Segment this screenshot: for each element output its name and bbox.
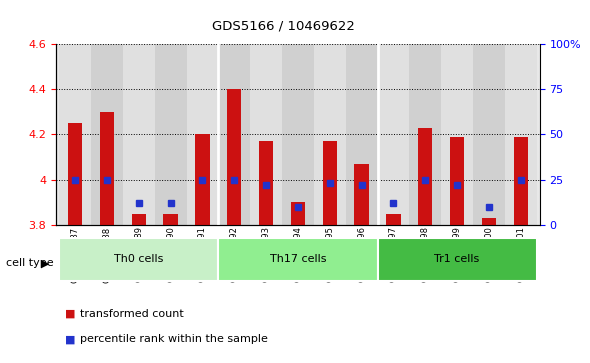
Bar	[259, 141, 273, 225]
Bar	[378, 44, 409, 225]
Bar	[250, 44, 282, 225]
Text: percentile rank within the sample: percentile rank within the sample	[80, 334, 267, 344]
Bar	[418, 127, 432, 225]
Bar	[355, 164, 369, 225]
Bar	[123, 44, 155, 225]
Bar	[186, 44, 218, 225]
Bar	[59, 44, 91, 225]
Bar	[218, 44, 250, 225]
Text: Th0 cells: Th0 cells	[114, 254, 163, 264]
Text: ▶: ▶	[41, 258, 50, 268]
Bar	[513, 136, 528, 225]
FancyBboxPatch shape	[59, 238, 218, 281]
Text: transformed count: transformed count	[80, 309, 183, 319]
FancyBboxPatch shape	[218, 238, 378, 281]
Bar	[155, 44, 186, 225]
Text: GDS5166 / 10469622: GDS5166 / 10469622	[212, 20, 355, 33]
Bar	[441, 44, 473, 225]
Bar	[482, 218, 496, 225]
Text: ■: ■	[65, 309, 76, 319]
Bar	[163, 214, 178, 225]
Bar	[473, 44, 505, 225]
Bar	[409, 44, 441, 225]
Bar	[195, 134, 209, 225]
Bar	[91, 44, 123, 225]
Bar	[132, 214, 146, 225]
Bar	[386, 214, 401, 225]
Bar	[450, 136, 464, 225]
Bar	[282, 44, 314, 225]
FancyBboxPatch shape	[378, 238, 537, 281]
Bar	[227, 89, 241, 225]
Bar	[291, 203, 305, 225]
Bar	[346, 44, 378, 225]
Bar	[323, 141, 337, 225]
Bar	[505, 44, 537, 225]
Bar	[68, 123, 83, 225]
Text: Tr1 cells: Tr1 cells	[434, 254, 480, 264]
Text: Th17 cells: Th17 cells	[270, 254, 326, 264]
Bar	[100, 112, 114, 225]
Text: ■: ■	[65, 334, 76, 344]
Bar	[314, 44, 346, 225]
Text: cell type: cell type	[6, 258, 54, 268]
